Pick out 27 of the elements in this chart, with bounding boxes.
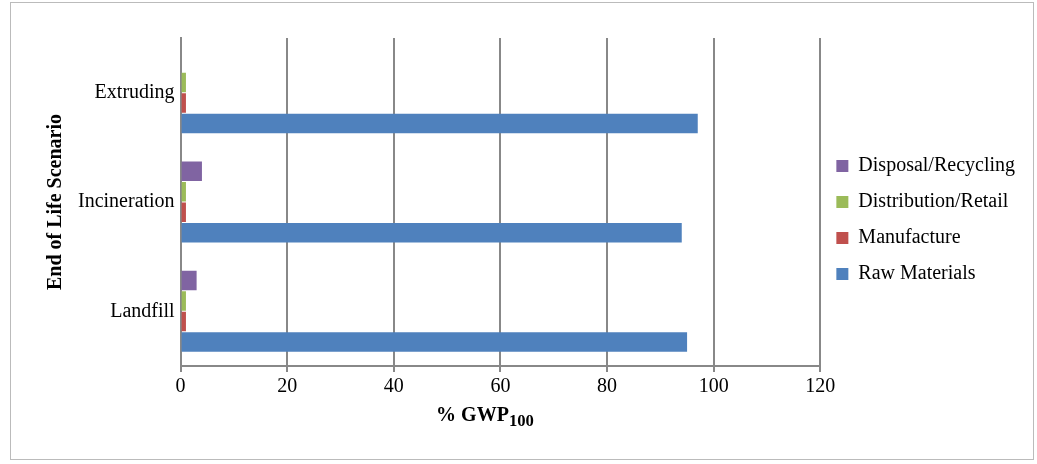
bar: [181, 311, 186, 332]
bar: [181, 161, 202, 181]
x-tick-label: 20: [277, 374, 298, 397]
legend-label: Disposal/Recycling: [858, 153, 1015, 177]
legend-label: Manufacture: [858, 225, 961, 248]
bar: [181, 182, 186, 202]
x-tick-label: 40: [383, 374, 404, 397]
y-tick-label: Incineration: [78, 189, 175, 212]
x-tick-label: 60: [490, 374, 511, 397]
bar: [181, 72, 186, 93]
bar: [181, 270, 197, 291]
bar: [181, 93, 186, 113]
y-tick-label: Extruding: [94, 79, 175, 103]
y-axis-title: End of Life Scenario: [43, 113, 66, 291]
y-tick-label: Landfill: [110, 298, 176, 321]
bar: [181, 223, 682, 243]
x-tick-label: 120: [805, 374, 836, 397]
x-tick-label: 0: [175, 374, 186, 397]
x-tick-label: 100: [698, 374, 729, 397]
legend-label: Distribution/Retail: [858, 189, 1009, 212]
bar: [181, 202, 186, 222]
bar: [181, 291, 186, 311]
bar: [181, 113, 698, 134]
x-axis-title: % GWP$_{100}$: [435, 403, 535, 431]
bar: [181, 332, 688, 352]
x-tick-label: 80: [597, 374, 618, 397]
legend-label: Raw Materials: [858, 261, 976, 284]
